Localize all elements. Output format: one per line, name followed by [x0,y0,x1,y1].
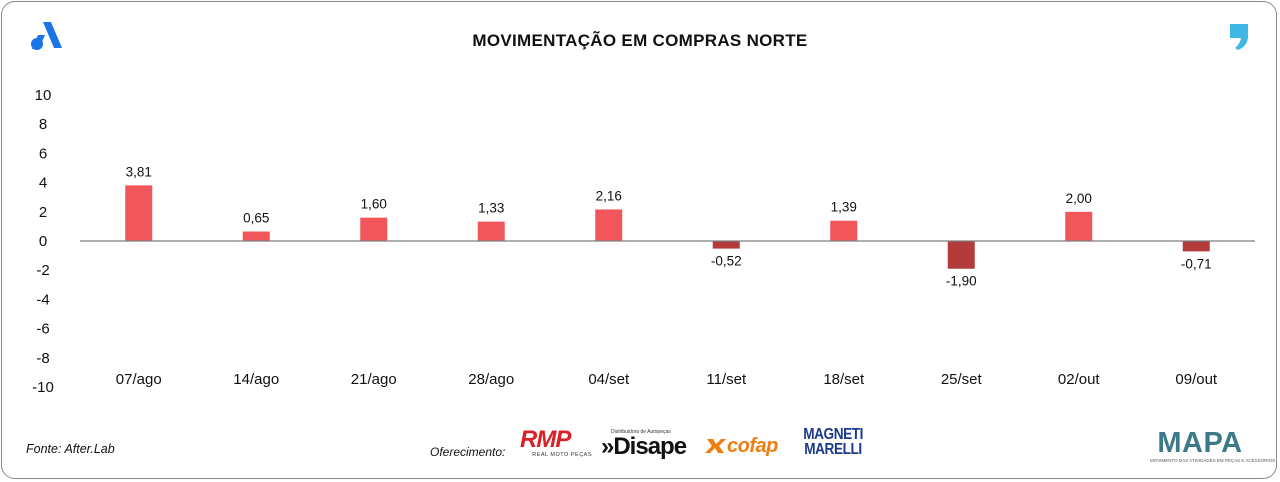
disape-logo: Distribuidora de Autopeças »Disape [601,429,693,461]
rmp-logo-text: RMP [520,426,571,453]
bar [712,241,740,249]
mapa-tagline: MOVIMENTO DAS ATIVIDADES EM PEÇAS E ACES… [1150,458,1276,463]
x-tick-label: 07/ago [116,371,162,388]
x-tick-label: 18/set [823,371,865,388]
cofap-logo: cofap [705,432,793,460]
y-tick-label: -8 [36,350,49,367]
bar [1182,241,1210,252]
y-tick-label: 2 [39,204,47,221]
x-tick-label: 09/out [1175,371,1218,388]
y-tick-label: 0 [39,233,47,250]
data-labels: 3,81 0,65 1,60 1,33 2,16 -0,52 1,39 -1,90 2,00 -0… [126,164,1212,288]
cofap-logo-text: cofap [727,434,778,457]
chart-title: MOVIMENTAÇÃO EM COMPRAS NORTE [472,31,808,50]
a-brand-icon [29,20,63,57]
x-tick-label: 02/out [1058,371,1101,388]
y-axis: 10 8 6 4 2 0 -2 -4 -6 -8 -10 [32,87,54,396]
x-tick-label: 28/ago [468,371,514,388]
y-tick-label: -4 [36,291,49,308]
bar [830,220,858,241]
comma-brand-icon [1228,22,1252,57]
disape-tagline: Distribuidora de Autopeças [611,429,671,435]
y-tick-label: -10 [32,379,54,396]
sponsor-label: Oferecimento: [430,445,506,459]
data-label: 1,39 [831,200,857,215]
bar [1065,211,1093,241]
data-label: 0,65 [243,211,269,226]
data-label: -0,52 [711,254,742,269]
bar [947,241,975,269]
x-axis: 07/ago 14/ago 21/ago 28/ago 04/set 11/set 18/s… [116,371,1218,388]
data-label: 1,60 [361,197,387,212]
y-tick-label: 6 [39,145,47,162]
y-tick-label: -6 [36,321,49,338]
magneti-marelli-logo: MAGNETI MARELLI [798,427,868,461]
bar [125,185,153,241]
x-tick-label: 04/set [588,371,630,388]
magneti-line1: MAGNETI [803,426,863,443]
x-tick-label: 21/ago [351,371,397,388]
y-tick-label: -2 [36,262,49,279]
source-note: Fonte: After.Lab [26,442,115,456]
rmp-logo: RMP REAL MOTO PEÇAS [520,428,592,462]
data-label: 3,81 [126,164,152,179]
disape-logo-text: »Disape [601,433,687,460]
cofap-x-icon [705,439,726,453]
y-tick-label: 10 [35,87,52,104]
magneti-line2: MARELLI [804,441,862,458]
data-label: -1,90 [946,274,977,289]
mapa-logo: MAPA MOVIMENTO DAS ATIVIDADES EM PEÇAS E… [1150,427,1276,468]
rmp-tagline: REAL MOTO PEÇAS [532,452,592,458]
x-tick-label: 11/set [706,371,747,388]
mapa-logo-text: MAPA [1157,427,1243,459]
data-label: 2,16 [596,188,622,203]
x-tick-label: 14/ago [233,371,279,388]
data-label: 1,33 [478,201,504,216]
bar [595,209,623,241]
bar [477,221,505,241]
bars [125,185,1210,269]
bar [360,217,388,241]
x-tick-label: 25/set [941,371,983,388]
data-label: 2,00 [1066,191,1092,206]
data-label: -0,71 [1181,256,1212,271]
y-tick-label: 8 [39,116,47,133]
bar [242,231,270,241]
y-tick-label: 4 [39,175,47,192]
